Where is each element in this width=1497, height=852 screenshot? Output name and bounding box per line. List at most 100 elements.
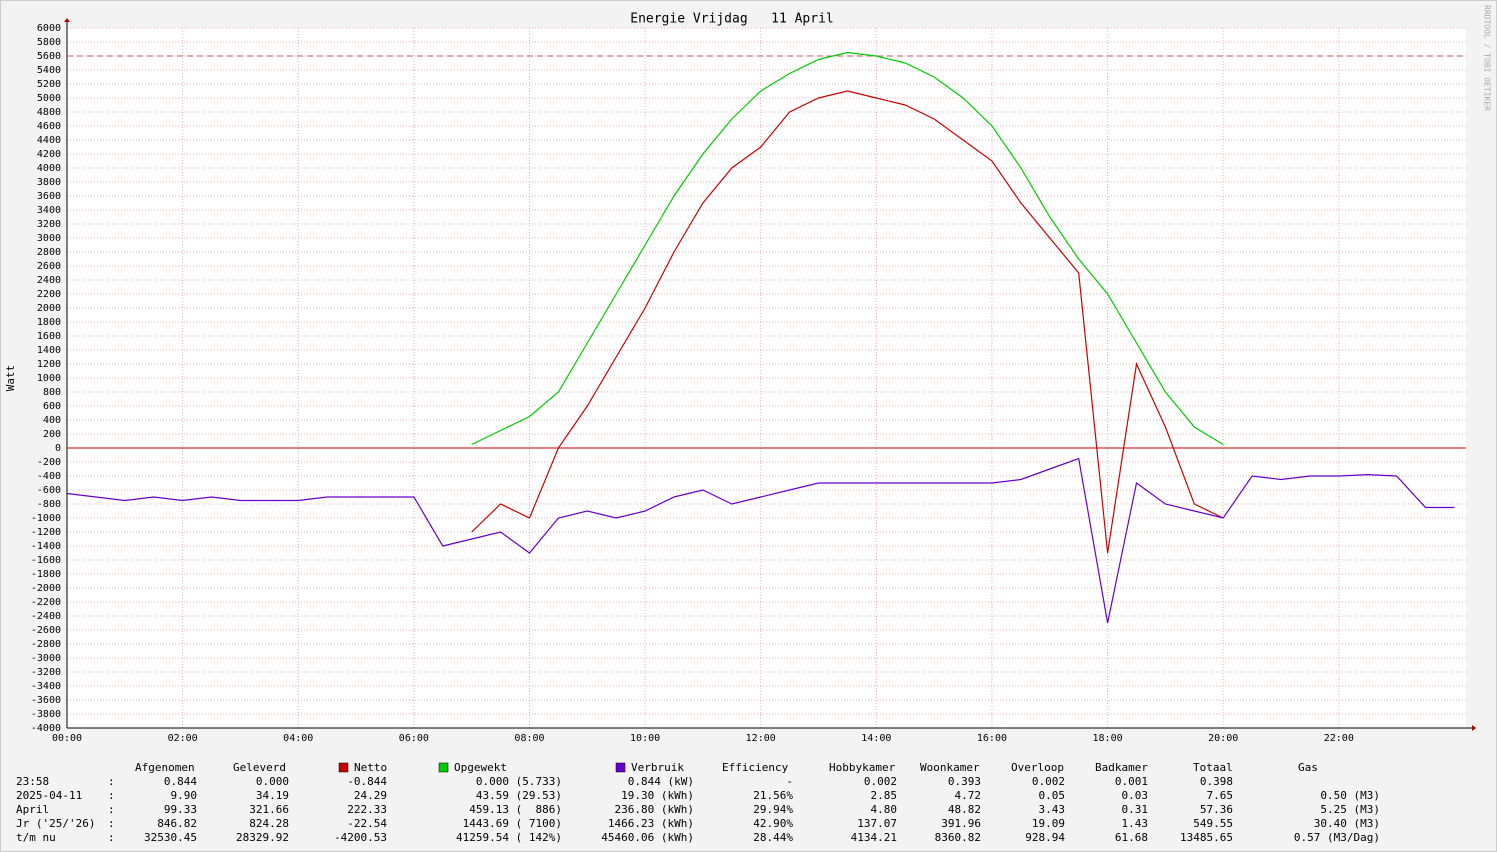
x-tick-label: 06:00 (399, 733, 429, 744)
table-cell: 28329.92 (236, 831, 289, 844)
y-tick-label: 2600 (37, 261, 61, 272)
table-cell: -22.54 (347, 817, 387, 830)
y-tick-label: 3400 (37, 205, 61, 216)
table-header: Afgenomen (135, 761, 195, 774)
table-cell: 29.94% (753, 803, 793, 816)
table-cell: 0.844 (164, 775, 197, 788)
y-tick-label: 3600 (37, 191, 61, 202)
series-line (471, 51, 1224, 446)
table-header: Efficiency (722, 761, 789, 774)
y-tick-label: 200 (43, 429, 61, 440)
table-header: Totaal (1193, 761, 1233, 774)
y-tick-label: 600 (43, 401, 61, 412)
y-tick-label: -4000 (31, 723, 61, 734)
y-tick-label: 1600 (37, 331, 61, 342)
table-cell: 391.96 (941, 817, 981, 830)
row-separator: : (108, 817, 115, 830)
table-cell: 0.57 (M3/Dag) (1294, 831, 1380, 844)
y-tick-label: -3600 (31, 695, 61, 706)
table-cell: 57.36 (1200, 803, 1233, 816)
table-cell: 2.85 (871, 789, 898, 802)
y-tick-label: 1000 (37, 373, 61, 384)
y-tick-label: -800 (37, 499, 61, 510)
table-cell: 8360.82 (935, 831, 981, 844)
y-tick-label: -2200 (31, 597, 61, 608)
table-cell: -4200.53 (334, 831, 387, 844)
table-cell: 137.07 (857, 817, 897, 830)
table-cell: 0.03 (1122, 789, 1149, 802)
table-cell: 549.55 (1193, 817, 1233, 830)
legend-label: Netto (354, 761, 387, 774)
y-tick-label: 5600 (37, 51, 61, 62)
y-tick-label: -3000 (31, 653, 61, 664)
table-cell: 24.29 (354, 789, 387, 802)
table-cell: 28.44% (753, 831, 793, 844)
table-cell: 846.82 (157, 817, 197, 830)
table-cell: 5.25 (M3) (1320, 803, 1380, 816)
x-tick-label: 02:00 (168, 733, 198, 744)
row-separator: : (108, 775, 115, 788)
y-tick-label: -400 (37, 471, 61, 482)
table-cell: 0.50 (M3) (1320, 789, 1380, 802)
row-separator: : (108, 789, 115, 802)
table-cell: 34.19 (256, 789, 289, 802)
table-cell: 19.09 (1032, 817, 1065, 830)
legend-swatch (438, 762, 449, 773)
y-tick-label: 2800 (37, 247, 61, 258)
x-tick-label: 20:00 (1208, 733, 1238, 744)
y-tick-label: -1600 (31, 555, 61, 566)
y-tick-label: 1200 (37, 359, 61, 370)
x-tick-label: 14:00 (861, 733, 891, 744)
y-axis-label: Watt (4, 365, 17, 392)
table-cell: 7.65 (1207, 789, 1234, 802)
table-cell: 824.28 (249, 817, 289, 830)
y-tick-label: 6000 (37, 23, 61, 34)
table-cell: 48.82 (948, 803, 981, 816)
y-tick-label: 400 (43, 415, 61, 426)
y-tick-label: -3800 (31, 709, 61, 720)
table-cell: 61.68 (1115, 831, 1148, 844)
watermark: RRDTOOL / TOBI OETIKER (1483, 5, 1492, 111)
table-cell: 0.001 (1115, 775, 1148, 788)
table-header: Badkamer (1095, 761, 1148, 774)
y-tick-label: 0 (55, 443, 61, 454)
table-header: Overloop (1011, 761, 1064, 774)
table-header: Gas (1298, 761, 1318, 774)
y-tick-label: 3200 (37, 219, 61, 230)
y-tick-label: 800 (43, 387, 61, 398)
table-header: Woonkamer (920, 761, 980, 774)
table-header: Geleverd (233, 761, 286, 774)
y-tick-label: 5800 (37, 37, 61, 48)
y-tick-label: 3000 (37, 233, 61, 244)
y-tick-label: 1800 (37, 317, 61, 328)
table-cell: 32530.45 (144, 831, 197, 844)
table-cell: 0.398 (1200, 775, 1233, 788)
axis-arrow (1472, 725, 1476, 731)
table-cell: 13485.65 (1180, 831, 1233, 844)
y-tick-label: 4800 (37, 107, 61, 118)
y-tick-label: 5200 (37, 79, 61, 90)
y-tick-label: -3400 (31, 681, 61, 692)
table-cell: 0.000 (5.733) (476, 775, 562, 788)
table-cell: - (786, 775, 793, 788)
y-tick-label: 4600 (37, 121, 61, 132)
table-cell: 459.13 ( 886) (469, 803, 562, 816)
x-tick-label: 08:00 (514, 733, 544, 744)
table-cell: 222.33 (347, 803, 387, 816)
y-tick-label: -1800 (31, 569, 61, 580)
row-label: t/m nu (16, 831, 56, 844)
x-tick-label: 22:00 (1324, 733, 1354, 744)
table-cell: 99.33 (164, 803, 197, 816)
y-tick-label: 5400 (37, 65, 61, 76)
row-separator: : (108, 831, 115, 844)
table-cell: 0.844 (kW) (628, 775, 694, 788)
y-tick-label: -1000 (31, 513, 61, 524)
table-cell: -0.844 (347, 775, 387, 788)
y-tick-label: -1400 (31, 541, 61, 552)
table-cell: 0.002 (1032, 775, 1065, 788)
y-tick-label: -600 (37, 485, 61, 496)
row-label: 23:58 (16, 775, 49, 788)
legend-label: Opgewekt (454, 761, 507, 774)
table-cell: 4.80 (871, 803, 898, 816)
